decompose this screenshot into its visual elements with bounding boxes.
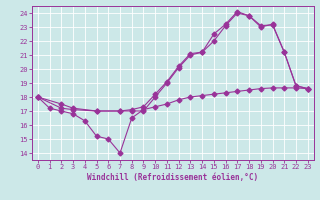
X-axis label: Windchill (Refroidissement éolien,°C): Windchill (Refroidissement éolien,°C) — [87, 173, 258, 182]
